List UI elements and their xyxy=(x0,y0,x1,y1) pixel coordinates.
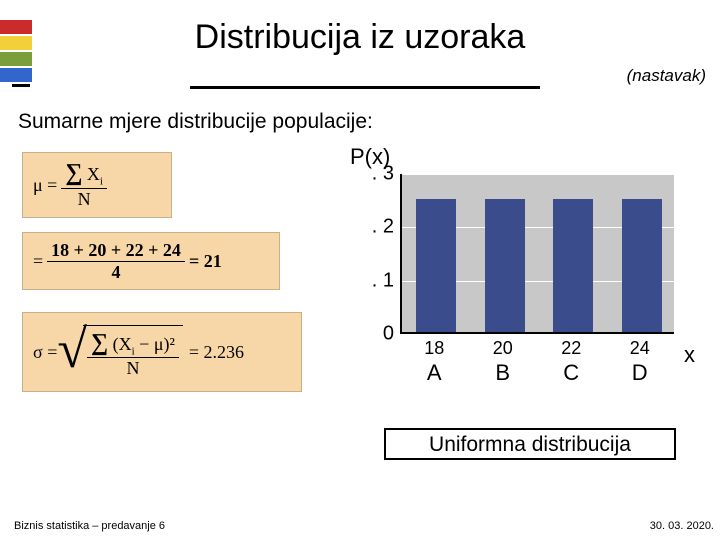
y-tick: . 1 xyxy=(364,269,394,292)
x-tick-number: 24 xyxy=(630,338,650,359)
sigma-num-body: (X xyxy=(113,334,132,354)
mu-den: N xyxy=(74,189,95,210)
footer-right: 30. 03. 2020. xyxy=(650,520,714,532)
sum-symbol-2: ∑ xyxy=(91,330,108,356)
x-tick-number: 22 xyxy=(561,338,581,359)
gridline xyxy=(402,174,674,175)
sigma-den: N xyxy=(122,358,143,379)
calc-rhs: = 21 xyxy=(189,251,222,272)
bar xyxy=(416,199,456,332)
sigma-num-rest: − μ)² xyxy=(135,334,175,354)
x-tick-number: 20 xyxy=(493,338,513,359)
chart-caption: Uniformna distribucija xyxy=(384,428,676,460)
formula-mu-definition: μ = ∑ Xi N xyxy=(22,152,172,218)
x-tick-letter: A xyxy=(427,360,442,386)
x-axis-label: x xyxy=(684,342,695,368)
accent-underline xyxy=(12,84,30,87)
x-tick-number: 18 xyxy=(424,338,444,359)
calc-prefix: = xyxy=(33,251,43,272)
mu-lhs: μ = xyxy=(33,175,57,196)
sqrt: √ ∑ (Xi − μ)² N xyxy=(57,325,183,380)
title-rule xyxy=(190,86,540,89)
lead-text: Sumarne mjere distribucije populacije: xyxy=(18,110,373,134)
accent-blue xyxy=(0,68,32,82)
x-tick-letter: C xyxy=(563,360,579,386)
x-var: X xyxy=(87,164,100,184)
y-tick: 0 xyxy=(364,323,394,346)
bar xyxy=(485,199,525,332)
footer-left: Biznis statistika – predavanje 6 xyxy=(14,520,165,532)
x-sub: i xyxy=(100,176,103,188)
sigma-lhs: σ = xyxy=(33,342,57,363)
bar xyxy=(622,199,662,332)
plot-area xyxy=(400,174,674,334)
calc-den: 4 xyxy=(112,262,121,282)
distribution-chart: P(x) x . 3. 2. 1018A20B22C24D xyxy=(346,146,686,378)
y-tick: . 2 xyxy=(364,216,394,239)
slide-title: Distribucija iz uzoraka xyxy=(0,18,720,57)
sum-symbol: ∑ xyxy=(65,160,82,186)
x-tick-letter: D xyxy=(632,360,648,386)
x-tick-letter: B xyxy=(495,360,510,386)
y-tick: . 3 xyxy=(364,163,394,186)
formula-mu-calc: = 18 + 20 + 22 + 24 4 = 21 xyxy=(22,232,280,290)
sigma-rhs: = 2.236 xyxy=(189,342,244,363)
slide-subtitle: (nastavak) xyxy=(627,66,706,86)
calc-num: 18 + 20 + 22 + 24 xyxy=(51,240,181,260)
formula-sigma: σ = √ ∑ (Xi − μ)² N = 2.236 xyxy=(22,312,302,392)
bar xyxy=(553,199,593,332)
